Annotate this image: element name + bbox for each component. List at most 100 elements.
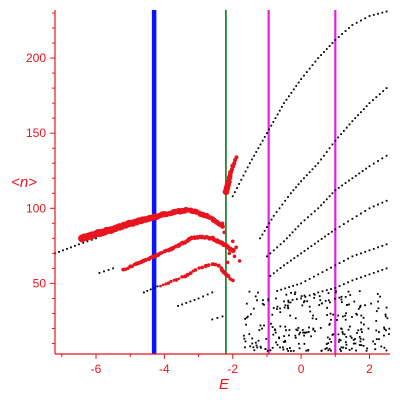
black-point bbox=[82, 241, 85, 244]
black-point bbox=[340, 298, 343, 301]
black-point bbox=[339, 348, 342, 351]
red-point bbox=[180, 275, 184, 279]
black-point bbox=[355, 253, 358, 256]
black-point bbox=[251, 337, 254, 340]
black-point bbox=[295, 298, 298, 301]
red-point bbox=[230, 247, 236, 254]
black-point bbox=[256, 299, 258, 302]
red-point bbox=[188, 271, 193, 276]
black-point bbox=[279, 325, 282, 328]
black-point bbox=[288, 234, 291, 237]
black-point bbox=[292, 88, 295, 91]
black-point bbox=[303, 177, 305, 180]
black-point bbox=[294, 291, 297, 294]
black-point bbox=[256, 346, 259, 349]
black-point bbox=[313, 275, 315, 278]
black-point bbox=[342, 130, 345, 132]
black-point bbox=[276, 305, 279, 308]
black-point bbox=[257, 291, 259, 294]
black-point bbox=[267, 299, 270, 302]
black-point bbox=[365, 105, 368, 108]
red-point bbox=[213, 262, 218, 267]
black-point bbox=[304, 331, 307, 334]
black-point bbox=[342, 223, 345, 225]
black-point bbox=[344, 314, 347, 317]
black-point bbox=[314, 165, 317, 168]
black-point bbox=[318, 304, 321, 306]
black-point bbox=[265, 338, 268, 340]
black-point bbox=[324, 299, 327, 302]
black-point bbox=[372, 162, 375, 165]
black-point bbox=[334, 228, 337, 231]
black-point bbox=[290, 291, 292, 294]
black-point bbox=[328, 347, 331, 350]
y-ticks: 50 100 150 200 bbox=[26, 12, 55, 344]
black-point bbox=[245, 323, 247, 326]
x-axis-label: E bbox=[219, 376, 230, 393]
black-point bbox=[305, 174, 308, 177]
black-point bbox=[318, 295, 321, 298]
black-point bbox=[295, 186, 297, 189]
black-point bbox=[287, 301, 290, 304]
red-point bbox=[203, 263, 208, 269]
black-point bbox=[368, 102, 371, 105]
black-point bbox=[381, 157, 384, 160]
black-point bbox=[362, 338, 365, 341]
black-point bbox=[365, 349, 368, 352]
black-point bbox=[355, 349, 358, 352]
black-point bbox=[317, 273, 320, 276]
black-point bbox=[364, 274, 367, 277]
black-point bbox=[245, 302, 248, 305]
black-point bbox=[297, 81, 300, 84]
black-point bbox=[274, 331, 277, 334]
black-point bbox=[313, 210, 316, 213]
black-point bbox=[337, 36, 340, 38]
black-point bbox=[284, 325, 287, 328]
black-point bbox=[360, 328, 363, 331]
black-point bbox=[337, 333, 340, 336]
black-point bbox=[351, 279, 354, 282]
black-point bbox=[246, 166, 249, 169]
black-point bbox=[249, 345, 252, 348]
black-point bbox=[331, 192, 334, 195]
black-point bbox=[62, 249, 64, 252]
black-point bbox=[300, 297, 303, 300]
black-point bbox=[289, 259, 292, 262]
black-point bbox=[325, 289, 328, 292]
black-point bbox=[335, 290, 337, 293]
black-point bbox=[337, 340, 340, 343]
black-point bbox=[307, 247, 309, 250]
black-point bbox=[261, 327, 263, 330]
black-point bbox=[362, 316, 365, 319]
black-point bbox=[385, 306, 388, 309]
black-point bbox=[274, 117, 277, 120]
red-points bbox=[78, 155, 242, 288]
black-point bbox=[340, 350, 342, 352]
black-point bbox=[294, 293, 296, 296]
black-point bbox=[308, 67, 311, 70]
black-point bbox=[305, 349, 308, 352]
black-point bbox=[344, 30, 347, 32]
black-point bbox=[251, 342, 254, 345]
black-point bbox=[300, 222, 303, 225]
black-point bbox=[328, 338, 331, 341]
black-point bbox=[382, 90, 385, 93]
black-point bbox=[276, 113, 279, 116]
black-point bbox=[366, 347, 369, 350]
black-point bbox=[272, 121, 275, 123]
black-point bbox=[378, 93, 381, 96]
black-point bbox=[290, 91, 293, 94]
black-point bbox=[300, 78, 303, 81]
black-point bbox=[153, 287, 156, 289]
black-point bbox=[357, 307, 360, 310]
black-point bbox=[317, 57, 320, 59]
red-point bbox=[177, 277, 181, 281]
black-point bbox=[328, 45, 331, 47]
black-point bbox=[287, 306, 289, 309]
black-point bbox=[355, 21, 358, 24]
black-point bbox=[90, 238, 93, 241]
black-point bbox=[377, 300, 379, 303]
black-point bbox=[357, 329, 360, 332]
black-point bbox=[381, 11, 384, 14]
black-point bbox=[289, 347, 291, 349]
